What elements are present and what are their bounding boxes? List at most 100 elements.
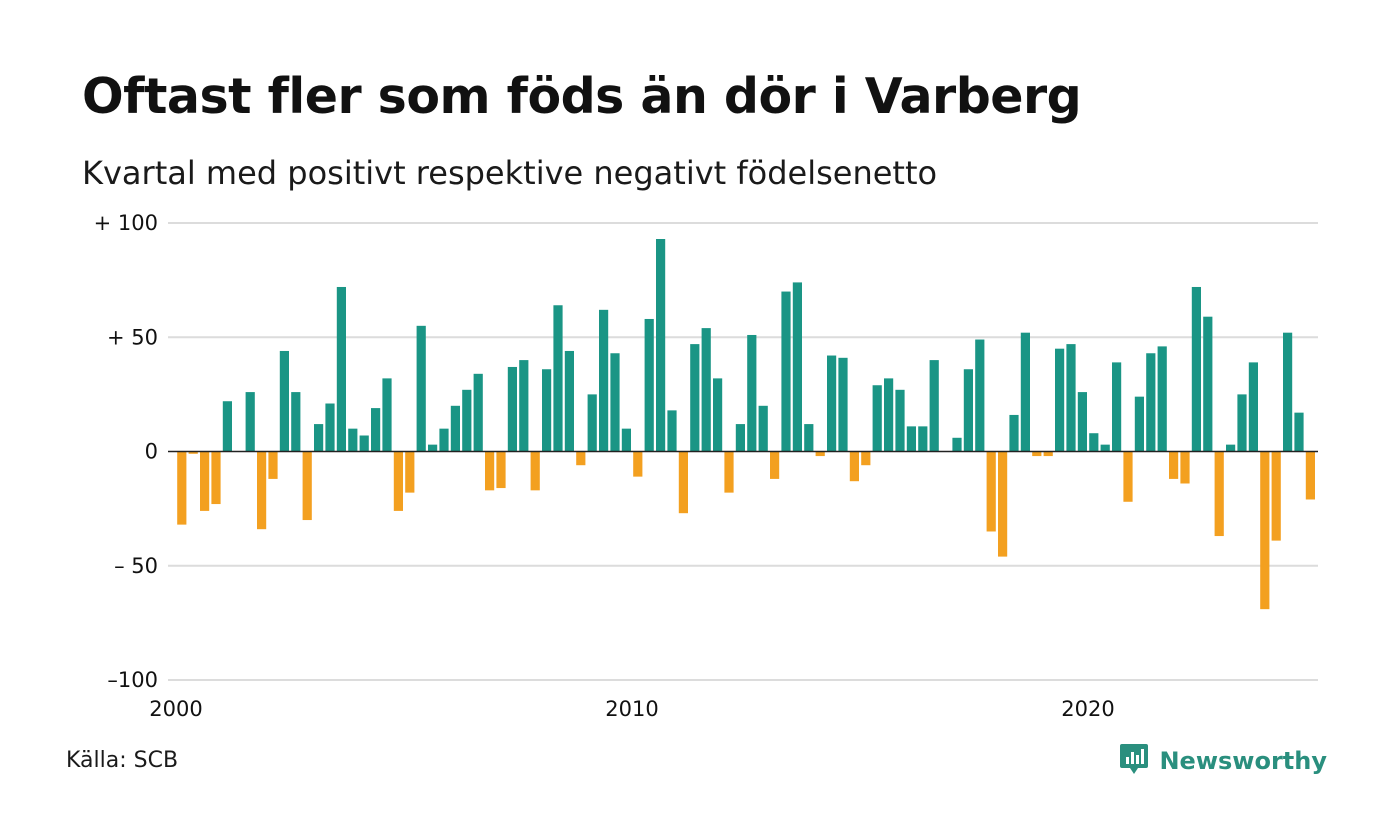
bar-positive — [439, 428, 449, 452]
bar-positive — [610, 353, 620, 452]
bar-positive — [564, 350, 574, 452]
bar-negative — [678, 451, 688, 514]
bar-positive — [792, 282, 802, 452]
bar-positive — [690, 344, 700, 452]
bar-negative — [200, 451, 210, 511]
bar-negative — [1271, 451, 1281, 541]
chart-title: Oftast fler som föds än dör i Varberg — [82, 68, 1082, 125]
bar-positive — [1294, 412, 1304, 452]
brand: Newsworthy — [1119, 742, 1327, 780]
y-tick-label: –100 — [107, 668, 158, 692]
bar-chart: + 100 + 50 0 – 50 –100 2000 2010 2020 — [94, 211, 1318, 721]
bar-positive — [656, 239, 666, 452]
bar-positive — [473, 373, 483, 452]
bar-negative — [998, 451, 1008, 557]
bar-positive — [1283, 332, 1293, 452]
y-tick-label: + 100 — [94, 211, 158, 235]
bar-negative — [1169, 451, 1179, 479]
bar-positive — [1157, 346, 1167, 452]
bar-positive — [1191, 286, 1201, 452]
source-note: Källa: SCB — [66, 748, 179, 773]
bar-positive — [553, 305, 563, 452]
bar-positive — [1237, 394, 1247, 452]
bar-positive — [1089, 433, 1099, 452]
bar-negative — [724, 451, 734, 493]
bar-positive — [542, 369, 552, 452]
bar-negative — [1260, 451, 1270, 610]
bar-negative — [861, 451, 871, 466]
bar-positive — [599, 309, 609, 452]
bar-positive — [245, 392, 255, 452]
bar-positive — [1203, 316, 1213, 452]
bar-positive — [906, 426, 916, 452]
bar-positive — [519, 360, 529, 452]
bar-positive — [918, 426, 928, 452]
x-tick-label: 2000 — [149, 697, 202, 721]
bar-negative — [986, 451, 996, 532]
bar-negative — [1032, 451, 1042, 457]
bar-negative — [485, 451, 495, 491]
bar-positive — [428, 444, 438, 452]
bar-negative — [530, 451, 540, 491]
bar-negative — [1305, 451, 1315, 500]
bar-positive — [279, 350, 289, 452]
bars — [177, 239, 1315, 610]
bar-positive — [975, 339, 985, 452]
y-tick-label: 0 — [145, 440, 158, 464]
gridlines — [168, 222, 1318, 681]
bar-negative — [633, 451, 643, 477]
x-tick-label: 2010 — [605, 697, 658, 721]
bar-negative — [496, 451, 506, 489]
bar-positive — [838, 357, 848, 452]
bar-negative — [188, 451, 198, 454]
bar-positive — [1077, 392, 1087, 452]
bar-positive — [884, 378, 894, 452]
bar-positive — [1055, 348, 1065, 452]
bar-positive — [1226, 444, 1236, 452]
bar-positive — [872, 385, 882, 452]
bar-negative — [268, 451, 278, 479]
bar-positive — [895, 389, 905, 452]
bar-negative — [1180, 451, 1190, 484]
bar-negative — [770, 451, 780, 479]
x-tick-label: 2020 — [1061, 697, 1114, 721]
bar-positive — [314, 424, 324, 452]
bar-positive — [382, 378, 392, 452]
bar-positive — [371, 408, 381, 452]
bar-positive — [1112, 362, 1122, 452]
bar-positive — [644, 318, 654, 452]
bar-positive — [713, 378, 723, 452]
chart-subtitle: Kvartal med positivt respektive negativt… — [82, 154, 938, 192]
bar-positive — [462, 389, 472, 452]
bar-positive — [416, 325, 426, 452]
bar-positive — [781, 291, 791, 452]
bar-positive — [952, 437, 962, 452]
bar-positive — [1066, 344, 1076, 452]
bar-negative — [815, 451, 825, 457]
bar-positive — [963, 369, 973, 452]
bar-positive — [621, 428, 631, 452]
bar-negative — [1123, 451, 1133, 502]
bar-positive — [507, 366, 517, 452]
y-tick-label: – 50 — [114, 554, 158, 578]
bar-positive — [747, 334, 757, 452]
bar-negative — [211, 451, 221, 505]
bar-positive — [1146, 353, 1156, 452]
bar-positive — [336, 286, 346, 452]
bar-positive — [222, 401, 232, 452]
bar-negative — [393, 451, 403, 511]
bar-positive — [804, 424, 814, 452]
bar-positive — [1100, 444, 1110, 452]
bar-positive — [587, 394, 597, 452]
x-axis-ticks: 2000 2010 2020 — [149, 697, 1114, 721]
y-tick-label: + 50 — [107, 325, 158, 349]
bar-positive — [1134, 396, 1144, 452]
bar-negative — [257, 451, 267, 530]
bar-positive — [1009, 414, 1019, 452]
bar-positive — [735, 424, 745, 452]
bar-positive — [325, 403, 335, 452]
bar-positive — [291, 392, 301, 452]
bar-positive — [359, 435, 369, 452]
bar-positive — [701, 328, 711, 452]
bar-positive — [827, 355, 837, 452]
